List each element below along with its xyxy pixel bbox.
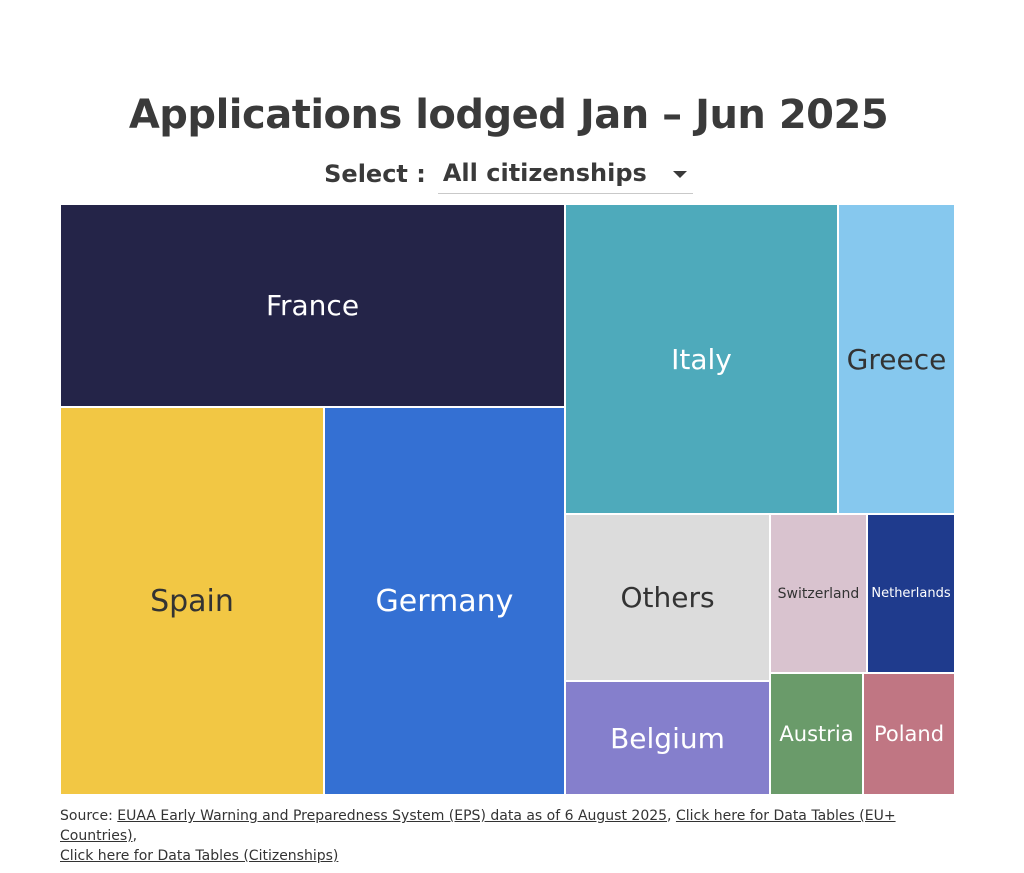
source-prefix: Source: bbox=[60, 808, 118, 824]
treemap-tile-france[interactable]: France bbox=[60, 204, 565, 407]
chevron-down-icon bbox=[672, 171, 687, 178]
treemap-tile-label: Italy bbox=[671, 342, 732, 376]
treemap-tile-label: Belgium bbox=[610, 721, 725, 755]
treemap-tile-label: Poland bbox=[873, 722, 945, 746]
citizenship-dropdown-value: All citizenships bbox=[442, 159, 647, 187]
source-separator: , bbox=[132, 828, 138, 844]
citizenship-selector: Select : All citizenships bbox=[0, 152, 1017, 196]
treemap-tile-belgium[interactable]: Belgium bbox=[565, 681, 770, 795]
treemap-tile-switzerland[interactable]: Switzerland bbox=[770, 514, 867, 673]
treemap-tile-label: France bbox=[265, 289, 360, 322]
treemap-tile-label: Switzerland bbox=[777, 585, 860, 602]
treemap-tile-italy[interactable]: Italy bbox=[565, 204, 838, 514]
treemap-tile-spain[interactable]: Spain bbox=[60, 407, 324, 795]
treemap-tile-greece[interactable]: Greece bbox=[838, 204, 955, 514]
treemap-chart: France Spain Germany Italy Greece Others Belgi… bbox=[60, 204, 955, 795]
source-link-eps[interactable]: EUAA Early Warning and Preparedness Syst… bbox=[117, 808, 668, 824]
source-separator: , bbox=[667, 808, 676, 824]
treemap-tile-label: Germany bbox=[375, 583, 514, 619]
select-label: Select : bbox=[324, 160, 426, 188]
treemap-tile-label: Greece bbox=[846, 342, 947, 376]
treemap-tile-poland[interactable]: Poland bbox=[863, 673, 955, 795]
treemap-tile-others[interactable]: Others bbox=[565, 514, 770, 681]
treemap-tile-label: Spain bbox=[150, 583, 234, 619]
treemap-tile-netherlands[interactable]: Netherlands bbox=[867, 514, 955, 673]
treemap-tile-label: Austria bbox=[779, 722, 854, 746]
treemap-tile-label: Others bbox=[620, 581, 715, 614]
treemap-tile-austria[interactable]: Austria bbox=[770, 673, 863, 795]
chart-title: Applications lodged Jan – Jun 2025 bbox=[128, 92, 889, 138]
citizenship-dropdown[interactable]: All citizenships bbox=[437, 154, 693, 194]
source-link-eu-countries[interactable]: Click here for Data Tables (EU+ Countrie… bbox=[60, 808, 896, 844]
treemap-tile-germany[interactable]: Germany bbox=[324, 407, 565, 795]
source-note: Source: EUAA Early Warning and Preparedn… bbox=[60, 806, 960, 866]
source-link-citizenships[interactable]: Click here for Data Tables (Citizenships… bbox=[60, 848, 339, 864]
treemap-tile-label: Netherlands bbox=[871, 586, 951, 601]
